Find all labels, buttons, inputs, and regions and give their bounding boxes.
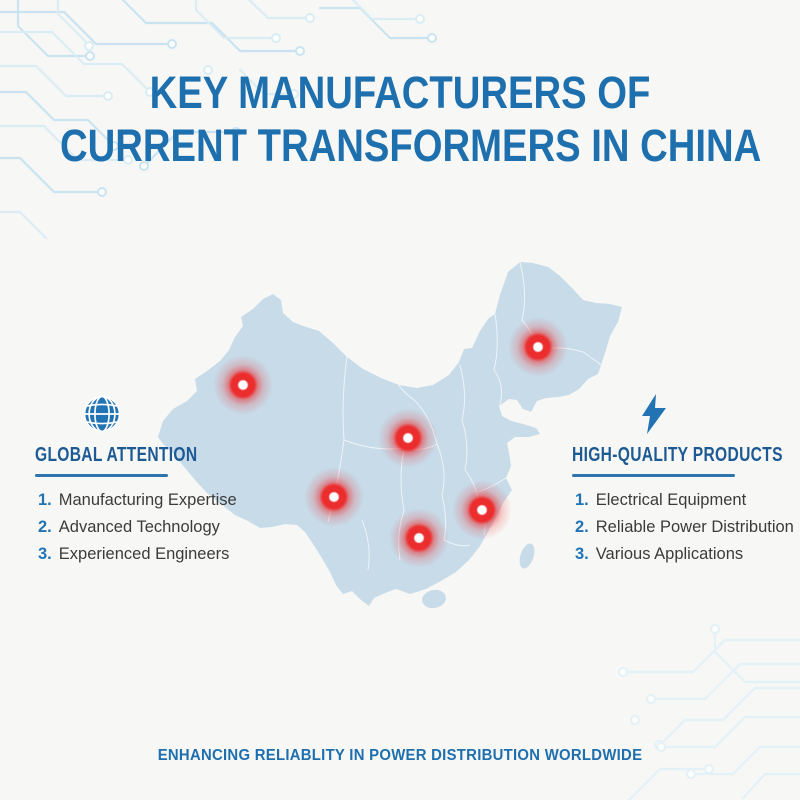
taiwan-island-shape: [519, 543, 535, 569]
high-quality-products-heading: HIGH-QUALITY PRODUCTS: [572, 444, 783, 466]
lightning-icon: [572, 393, 735, 435]
heading-underline: [35, 474, 168, 477]
list-item-number: 1.: [575, 491, 589, 509]
high-quality-products-list: 1. Electrical Equipment 2. Reliable Power …: [572, 487, 800, 568]
page-title-line-1: KEY MANUFACTURERS OF: [149, 67, 651, 118]
list-item: 2. Advanced Technology: [38, 514, 275, 541]
list-item-label: Manufacturing Expertise: [58, 491, 237, 509]
hainan-island-shape: [422, 589, 446, 609]
list-item-number: 3.: [575, 545, 589, 563]
list-item-label: Experienced Engineers: [58, 545, 230, 563]
global-attention-panel: GLOBAL ATTENTION 1. Manufacturing Experti…: [35, 393, 275, 568]
list-item-label: Various Applications: [595, 545, 744, 563]
high-quality-products-panel: HIGH-QUALITY PRODUCTS 1. Electrical Equip…: [572, 393, 800, 568]
heading-underline: [572, 474, 735, 477]
list-item: 3. Experienced Engineers: [38, 541, 275, 568]
list-item-number: 1.: [38, 491, 52, 509]
list-item: 1. Electrical Equipment: [575, 487, 800, 514]
list-item-number: 3.: [38, 545, 52, 563]
list-item-label: Electrical Equipment: [595, 491, 747, 509]
list-item: 2. Reliable Power Distribution: [575, 514, 800, 541]
list-item: 1. Manufacturing Expertise: [38, 487, 275, 514]
list-item: 3. Various Applications: [575, 541, 800, 568]
page-title-line-2: CURRENT TRANSFORMERS IN CHINA: [60, 120, 762, 171]
page-title: KEY MANUFACTURERS OF CURRENT TRANSFORMER…: [0, 66, 800, 172]
list-item-label: Advanced Technology: [58, 518, 220, 536]
global-attention-list: 1. Manufacturing Expertise 2. Advanced Tec…: [35, 487, 275, 568]
list-item-number: 2.: [38, 518, 52, 536]
globe-icon: [35, 393, 168, 435]
list-item-number: 2.: [575, 518, 589, 536]
footer-tagline: ENHANCING RELIABLITY IN POWER DISTRIBUTI…: [157, 747, 643, 764]
global-attention-heading: GLOBAL ATTENTION: [35, 444, 198, 466]
list-item-label: Reliable Power Distribution: [595, 518, 794, 536]
